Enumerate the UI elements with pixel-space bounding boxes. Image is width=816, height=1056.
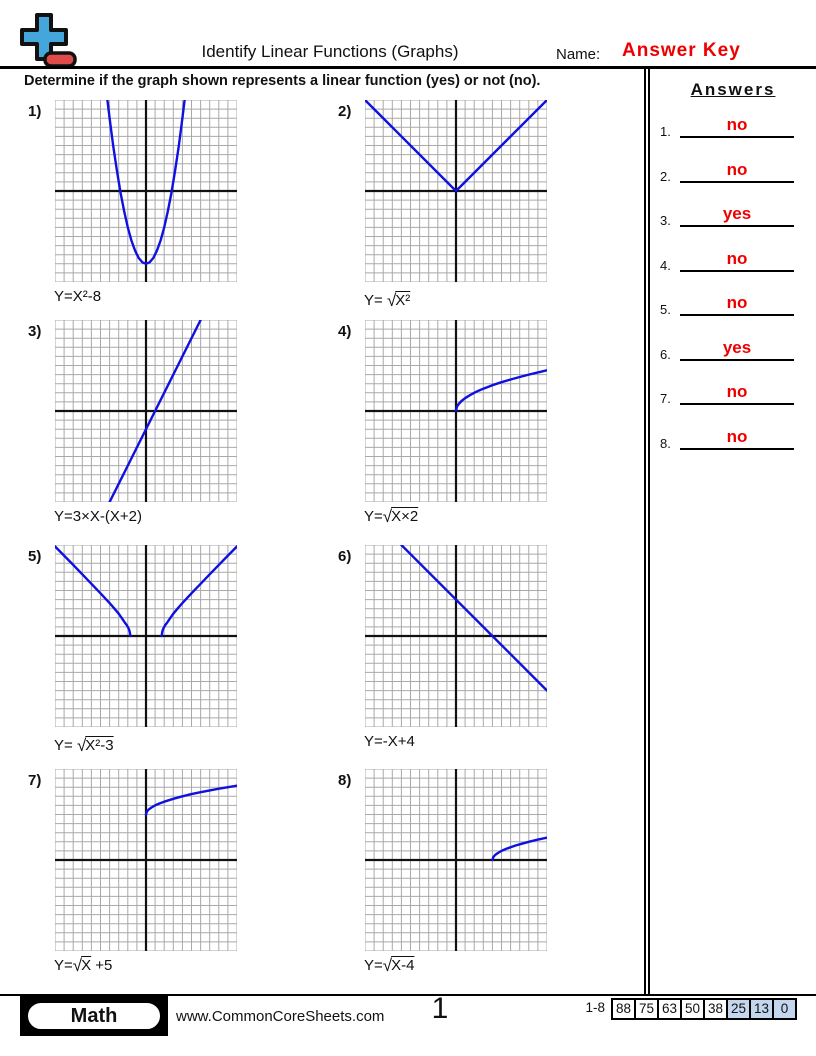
answer-row-8: 8. no [650,421,816,451]
equation-label: Y=√X +5 [54,956,113,975]
score-cell: 75 [634,998,659,1020]
score-table: 88 75 63 50 38 25 13 0 [611,998,797,1020]
instruction-text: Determine if the graph shown represents … [24,73,541,89]
answer-value: no [726,159,748,179]
answers-heading: Answers [690,80,776,99]
answer-number: 7. [660,391,671,406]
answer-number: 3. [660,213,671,228]
minus-icon [43,51,77,68]
answer-blank: yes [680,338,794,361]
problem-number: 7) [28,772,42,789]
score-cell: 38 [703,998,728,1020]
answer-blank: no [680,382,794,405]
radical-icon: √ [76,736,87,755]
problem-number: 5) [28,548,42,565]
header-divider [0,66,816,69]
answer-number: 2. [660,168,671,184]
answer-row-6: 6. yes [650,332,816,362]
footer-divider [0,994,816,996]
problem-number: 8) [338,772,352,789]
graph-line [365,545,547,727]
graph-sqrt-two-branch [55,545,237,727]
graph-parabola [55,100,237,282]
problem-7: 7) Y=√X +5 [28,769,288,984]
radical-icon: √ [386,291,397,310]
graph-sqrt [55,769,237,951]
website-url: www.CommonCoreSheets.com [176,1008,385,1025]
equation-label: Y=X²-8 [54,288,102,305]
problem-8: 8) Y=√X-4 [338,769,598,984]
brand-label: Math [25,1000,163,1032]
answer-blank: no [680,115,794,138]
answer-key-label: Answer Key [622,40,741,61]
score-cell: 0 [772,998,797,1020]
answer-row-7: 7. no [650,376,816,406]
problem-5: 5) Y= √X²-3 [28,545,288,760]
problem-6: 6) Y=-X+4 [338,545,598,760]
answer-blank: no [680,427,794,450]
answer-row-5: 5. no [650,287,816,317]
answer-row-2: 2. no [650,154,816,184]
answer-blank: no [680,160,794,183]
equation-label: Y=3×X-(X+2) [54,508,142,525]
page-number: 1 [431,992,449,1025]
equation-label: Y= √X²-3 [54,736,114,755]
answer-value: no [726,115,748,134]
answer-blank: yes [680,204,794,227]
equation-label: Y=-X+4 [364,733,415,750]
score-cell: 13 [749,998,774,1020]
page-title: Identify Linear Functions (Graphs) [201,42,459,61]
graph-sqrt [365,320,547,502]
problem-2: 2) Y= √X² [338,100,598,315]
answer-number: 6. [660,346,671,362]
equation-label: Y=√X-4 [364,956,415,975]
answer-number: 8. [660,435,671,451]
score-range-label: 1-8 [585,1000,605,1015]
equation-label: Y=√X×2 [364,507,419,526]
answer-value: yes [722,204,752,223]
radical-icon: √ [382,956,393,975]
equation-label: Y= √X² [364,291,411,310]
brand-logo: Math [20,996,168,1036]
problem-number: 1) [28,103,42,120]
answer-value: yes [722,337,752,357]
answers-panel: Answers 1. no 2. no 3. yes 4. no 5. no 6. yes … [644,68,816,995]
name-label: Name: [556,46,601,63]
answer-row-1: 1. no [650,109,816,139]
graph-absolute-value [365,100,547,282]
problem-1: 1) Y=X²-8 [28,100,288,315]
graph-sqrt [365,769,547,951]
score-cell: 25 [726,998,751,1020]
answer-row-3: 3. yes [650,198,816,228]
radical-icon: √ [382,507,393,526]
score-cell: 63 [657,998,682,1020]
answer-number: 4. [660,257,671,273]
problem-number: 6) [338,548,352,565]
problem-3: 3) Y=3×X-(X+2) [28,320,288,535]
score-cell: 50 [680,998,705,1020]
answer-number: 1. [660,124,671,139]
answer-blank: no [680,293,794,316]
answer-blank: no [680,249,794,272]
answer-row-4: 4. no [650,243,816,273]
answer-value: no [726,293,748,312]
answer-value: no [726,248,748,268]
answer-number: 5. [660,302,671,317]
score-cell: 88 [611,998,636,1020]
problem-4: 4) Y=√X×2 [338,320,598,535]
problem-number: 3) [28,323,42,340]
problem-number: 2) [338,103,352,120]
graph-line [55,320,237,502]
answer-value: no [726,426,748,446]
radical-icon: √ [72,956,83,975]
answer-value: no [726,382,748,401]
problem-number: 4) [338,323,352,340]
